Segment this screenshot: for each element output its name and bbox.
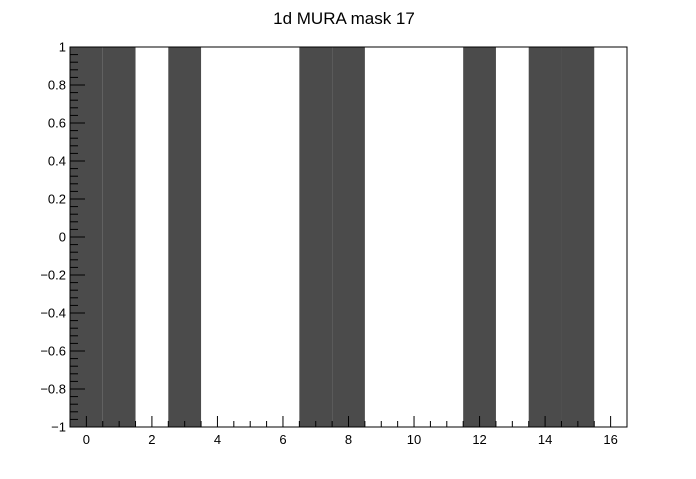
y-axis: 1 0.8 0.6 0.4 0.2 0 −0.2 −0.4 −0.6 −0.8 −1	[40, 40, 85, 435]
x-tick-label: 14	[538, 432, 552, 447]
y-tick-label: 0.4	[48, 154, 66, 169]
mask-bar	[463, 47, 496, 427]
x-axis: 0 2 4 6 8 10 12 14 16	[83, 416, 618, 447]
bar-group	[70, 47, 595, 427]
x-tick-label: 2	[148, 432, 155, 447]
y-tick-label: 0.2	[48, 192, 66, 207]
y-tick-label: −0.8	[40, 382, 66, 397]
chart-title: 1d MURA mask 17	[273, 9, 415, 28]
x-tick-label: 4	[214, 432, 221, 447]
mask-bar	[102, 47, 136, 427]
x-tick-label: 10	[407, 432, 421, 447]
mask-bar	[168, 47, 202, 427]
mask-bar	[332, 47, 365, 427]
y-tick-label: −0.2	[40, 268, 66, 283]
y-tick-label: −0.4	[40, 306, 66, 321]
x-tick-label: 8	[345, 432, 352, 447]
y-tick-label: 0.8	[48, 78, 66, 93]
x-tick-label: 6	[279, 432, 286, 447]
mask-bar	[299, 47, 333, 427]
x-tick-label: 12	[472, 432, 486, 447]
y-tick-label: 1	[59, 40, 66, 55]
mask-bar	[528, 47, 562, 427]
y-tick-label: 0.6	[48, 116, 66, 131]
x-tick-label: 16	[603, 432, 617, 447]
y-tick-label: 0	[59, 230, 66, 245]
y-tick-label: −1	[51, 420, 66, 435]
x-tick-label: 0	[83, 432, 90, 447]
y-tick-label: −0.6	[40, 344, 66, 359]
mask-bar	[561, 47, 595, 427]
